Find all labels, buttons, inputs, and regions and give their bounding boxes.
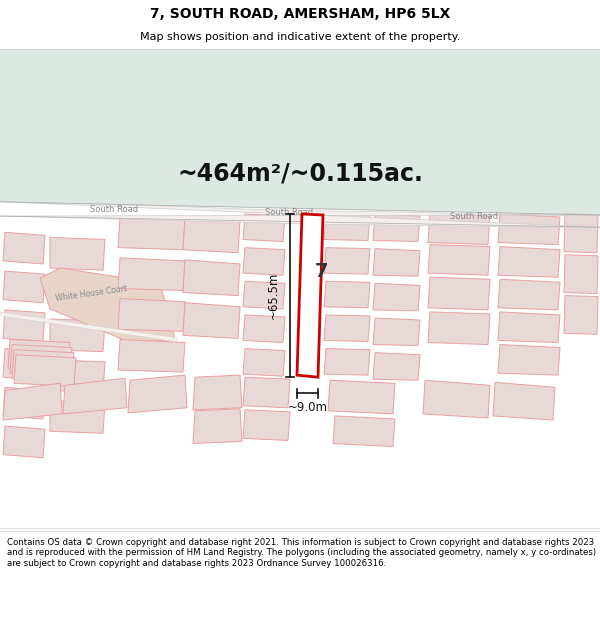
Polygon shape bbox=[63, 378, 127, 414]
Polygon shape bbox=[193, 375, 242, 410]
Polygon shape bbox=[564, 255, 598, 294]
Polygon shape bbox=[183, 302, 240, 338]
Polygon shape bbox=[3, 271, 45, 302]
Polygon shape bbox=[373, 318, 420, 346]
Text: Contains OS data © Crown copyright and database right 2021. This information is : Contains OS data © Crown copyright and d… bbox=[7, 538, 596, 568]
Polygon shape bbox=[428, 244, 490, 275]
Polygon shape bbox=[324, 315, 370, 341]
Polygon shape bbox=[12, 349, 74, 381]
Polygon shape bbox=[50, 278, 105, 311]
Polygon shape bbox=[3, 388, 45, 419]
Polygon shape bbox=[243, 349, 285, 376]
Text: South Road: South Road bbox=[90, 206, 138, 214]
Text: ~464m²/~0.115ac.: ~464m²/~0.115ac. bbox=[177, 161, 423, 185]
Polygon shape bbox=[0, 202, 600, 228]
Polygon shape bbox=[50, 360, 105, 392]
Polygon shape bbox=[564, 214, 598, 253]
Polygon shape bbox=[328, 380, 395, 414]
Polygon shape bbox=[10, 344, 72, 376]
Text: ~9.0m: ~9.0m bbox=[287, 401, 328, 414]
Polygon shape bbox=[373, 249, 420, 276]
Polygon shape bbox=[183, 260, 240, 296]
Polygon shape bbox=[498, 214, 560, 244]
Polygon shape bbox=[3, 349, 45, 380]
Polygon shape bbox=[428, 278, 490, 310]
Polygon shape bbox=[324, 349, 370, 375]
Polygon shape bbox=[3, 232, 45, 264]
Polygon shape bbox=[498, 312, 560, 342]
Polygon shape bbox=[324, 214, 370, 241]
Polygon shape bbox=[193, 409, 242, 444]
Polygon shape bbox=[3, 310, 45, 341]
Polygon shape bbox=[324, 248, 370, 274]
Polygon shape bbox=[428, 312, 490, 344]
Polygon shape bbox=[373, 352, 420, 380]
Polygon shape bbox=[3, 426, 45, 458]
Polygon shape bbox=[0, 49, 600, 215]
Polygon shape bbox=[8, 339, 70, 371]
Polygon shape bbox=[243, 315, 285, 342]
Polygon shape bbox=[333, 416, 395, 446]
Polygon shape bbox=[243, 281, 285, 309]
Polygon shape bbox=[40, 268, 175, 342]
Polygon shape bbox=[373, 283, 420, 311]
Polygon shape bbox=[243, 410, 290, 441]
Polygon shape bbox=[243, 377, 290, 408]
Text: ~65.5m: ~65.5m bbox=[267, 272, 280, 319]
Polygon shape bbox=[498, 247, 560, 278]
Polygon shape bbox=[493, 382, 555, 420]
Polygon shape bbox=[128, 375, 187, 413]
Text: White House Court: White House Court bbox=[55, 284, 128, 303]
Text: South Road: South Road bbox=[265, 209, 313, 217]
Text: South Road: South Road bbox=[450, 211, 498, 221]
Polygon shape bbox=[297, 214, 323, 377]
Polygon shape bbox=[243, 248, 285, 275]
Polygon shape bbox=[183, 217, 240, 252]
Polygon shape bbox=[118, 299, 185, 331]
Polygon shape bbox=[428, 214, 490, 244]
Polygon shape bbox=[50, 238, 105, 270]
Text: 7: 7 bbox=[314, 262, 328, 281]
Polygon shape bbox=[118, 258, 185, 291]
Polygon shape bbox=[324, 281, 370, 308]
Text: Map shows position and indicative extent of the property.: Map shows position and indicative extent… bbox=[140, 31, 460, 41]
Polygon shape bbox=[423, 380, 490, 418]
Polygon shape bbox=[50, 401, 105, 433]
Polygon shape bbox=[564, 296, 598, 334]
Polygon shape bbox=[14, 355, 76, 386]
Polygon shape bbox=[3, 383, 62, 420]
Polygon shape bbox=[243, 214, 285, 241]
Text: 7, SOUTH ROAD, AMERSHAM, HP6 5LX: 7, SOUTH ROAD, AMERSHAM, HP6 5LX bbox=[150, 7, 450, 21]
Polygon shape bbox=[50, 319, 105, 352]
Polygon shape bbox=[118, 339, 185, 372]
Polygon shape bbox=[498, 279, 560, 310]
Polygon shape bbox=[373, 214, 420, 241]
Polygon shape bbox=[118, 217, 185, 249]
Polygon shape bbox=[498, 344, 560, 375]
